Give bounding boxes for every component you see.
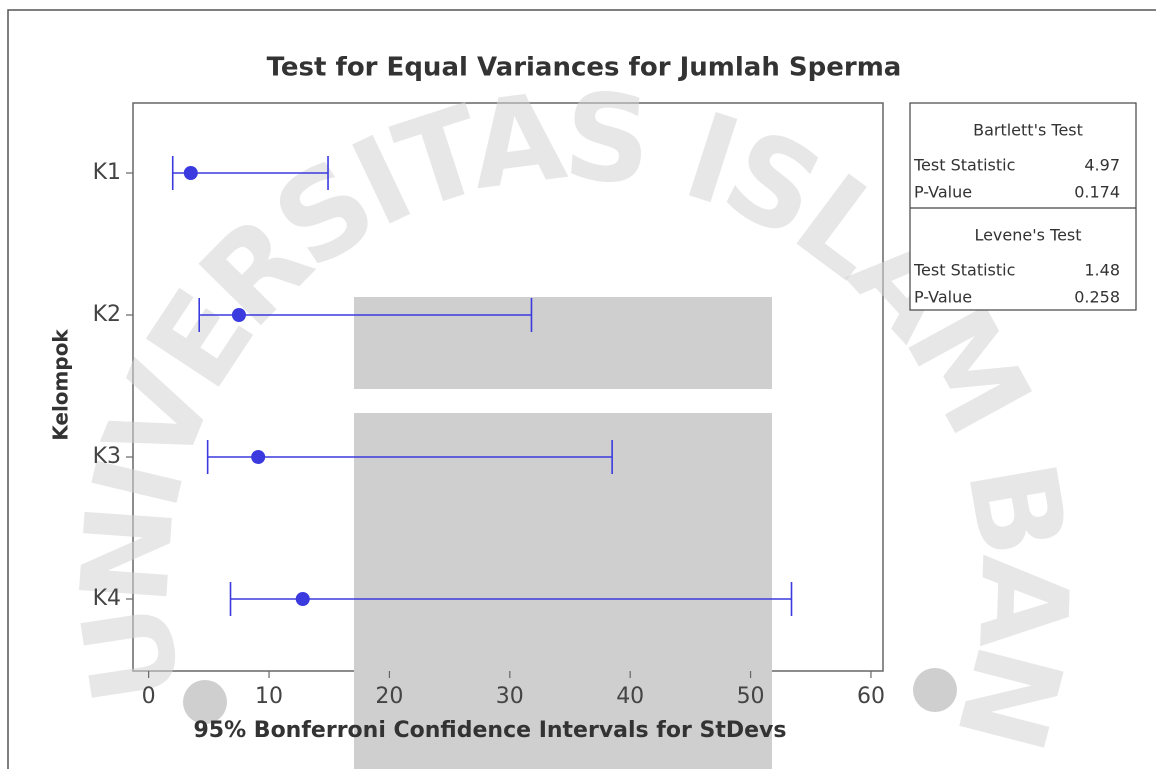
x-tick-label: 20 <box>375 684 403 709</box>
point-estimate <box>231 308 246 322</box>
watermark-dot <box>913 668 957 712</box>
x-tick-label: 50 <box>737 684 765 709</box>
test-row-label: P-Value <box>914 183 972 202</box>
x-tick-label: 0 <box>142 684 156 709</box>
test-name: Bartlett's Test <box>973 121 1083 140</box>
test-row-value: 0.174 <box>1074 183 1120 202</box>
watermark-dot <box>183 680 227 724</box>
test-row-label: P-Value <box>914 288 972 307</box>
test-row-label: Test Statistic <box>913 261 1015 280</box>
x-axis-label: 95% Bonferroni Confidence Intervals for … <box>193 718 786 743</box>
y-axis-label: Kelompok <box>49 329 73 441</box>
test-box <box>909 102 1137 311</box>
chart-title: Test for Equal Variances for Jumlah Sper… <box>267 53 902 83</box>
y-tick-label: K2 <box>93 302 121 327</box>
y-tick-label: K1 <box>93 160 121 185</box>
test-name: Levene's Test <box>974 226 1081 245</box>
x-tick-label: 30 <box>496 684 524 709</box>
watermark-block <box>354 297 772 389</box>
point-estimate <box>251 450 266 464</box>
x-tick-label: 60 <box>857 684 885 709</box>
watermark-block <box>354 413 772 769</box>
point-estimate <box>295 592 310 606</box>
x-tick-label: 40 <box>616 684 644 709</box>
y-tick-label: K3 <box>93 444 121 469</box>
test-row-value: 4.97 <box>1084 156 1120 175</box>
x-tick-label: 10 <box>255 684 283 709</box>
test-row-label: Test Statistic <box>913 156 1015 175</box>
y-tick-label: K4 <box>93 586 121 611</box>
test-row-value: 1.48 <box>1084 261 1120 280</box>
watermark-shapes <box>183 297 957 769</box>
point-estimate <box>183 166 198 180</box>
test-row-value: 0.258 <box>1074 288 1120 307</box>
